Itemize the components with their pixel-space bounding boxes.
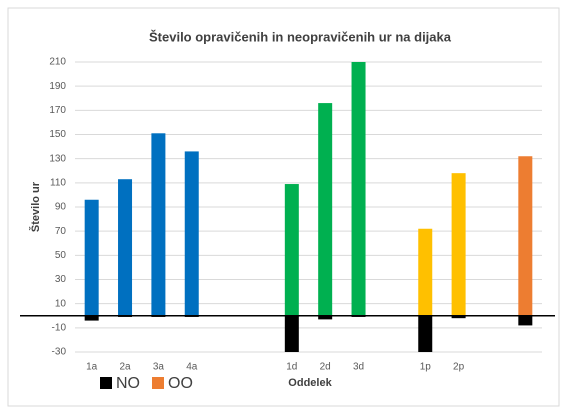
bar bbox=[418, 228, 433, 316]
bar bbox=[84, 199, 99, 316]
bar bbox=[318, 103, 333, 316]
bar bbox=[451, 315, 466, 319]
legend-swatch bbox=[100, 377, 112, 389]
x-tick-label: 3a bbox=[153, 362, 165, 373]
y-tick-label: 170 bbox=[49, 105, 66, 116]
x-tick-label: 3d bbox=[353, 362, 364, 373]
bar bbox=[451, 173, 466, 316]
y-tick-label: 130 bbox=[49, 153, 66, 164]
y-tick-label: 110 bbox=[50, 177, 66, 188]
x-tick-label: 1a bbox=[86, 362, 98, 373]
x-tick-label: 1d bbox=[286, 362, 297, 373]
x-tick-label: 4a bbox=[186, 362, 198, 373]
bar bbox=[318, 315, 333, 320]
y-tick-label: 10 bbox=[55, 298, 67, 309]
y-tick-label: 30 bbox=[55, 274, 67, 285]
bar bbox=[518, 156, 533, 316]
bar bbox=[518, 315, 533, 326]
bar bbox=[184, 151, 199, 316]
bar bbox=[151, 133, 166, 316]
bar bbox=[284, 315, 299, 352]
y-tick-label: 90 bbox=[55, 202, 67, 213]
bar bbox=[84, 315, 99, 321]
y-tick-label: -10 bbox=[52, 322, 67, 333]
y-tick-label: 190 bbox=[49, 81, 66, 92]
bar bbox=[418, 315, 433, 352]
legend-label: OO bbox=[168, 375, 193, 392]
bar bbox=[118, 179, 133, 316]
x-tick-label: 1p bbox=[420, 362, 432, 373]
bar bbox=[284, 184, 299, 316]
y-axis-label: Število ur bbox=[29, 181, 42, 232]
y-tick-label: 50 bbox=[55, 250, 67, 261]
legend-label: NO bbox=[116, 375, 140, 392]
y-tick-label: 150 bbox=[49, 129, 66, 140]
x-tick-label: 2d bbox=[320, 362, 331, 373]
y-tick-label: -30 bbox=[52, 347, 67, 358]
x-axis-label: Oddelek bbox=[288, 377, 332, 389]
x-tick-label: 2p bbox=[453, 362, 465, 373]
y-tick-label: 210 bbox=[49, 57, 66, 68]
bar bbox=[351, 62, 366, 316]
chart-title: Število opravičenih in neopravičenih ur … bbox=[149, 29, 452, 44]
x-tick-label: 2a bbox=[119, 362, 131, 373]
y-tick-label: 70 bbox=[55, 226, 67, 237]
legend-swatch bbox=[152, 377, 164, 389]
